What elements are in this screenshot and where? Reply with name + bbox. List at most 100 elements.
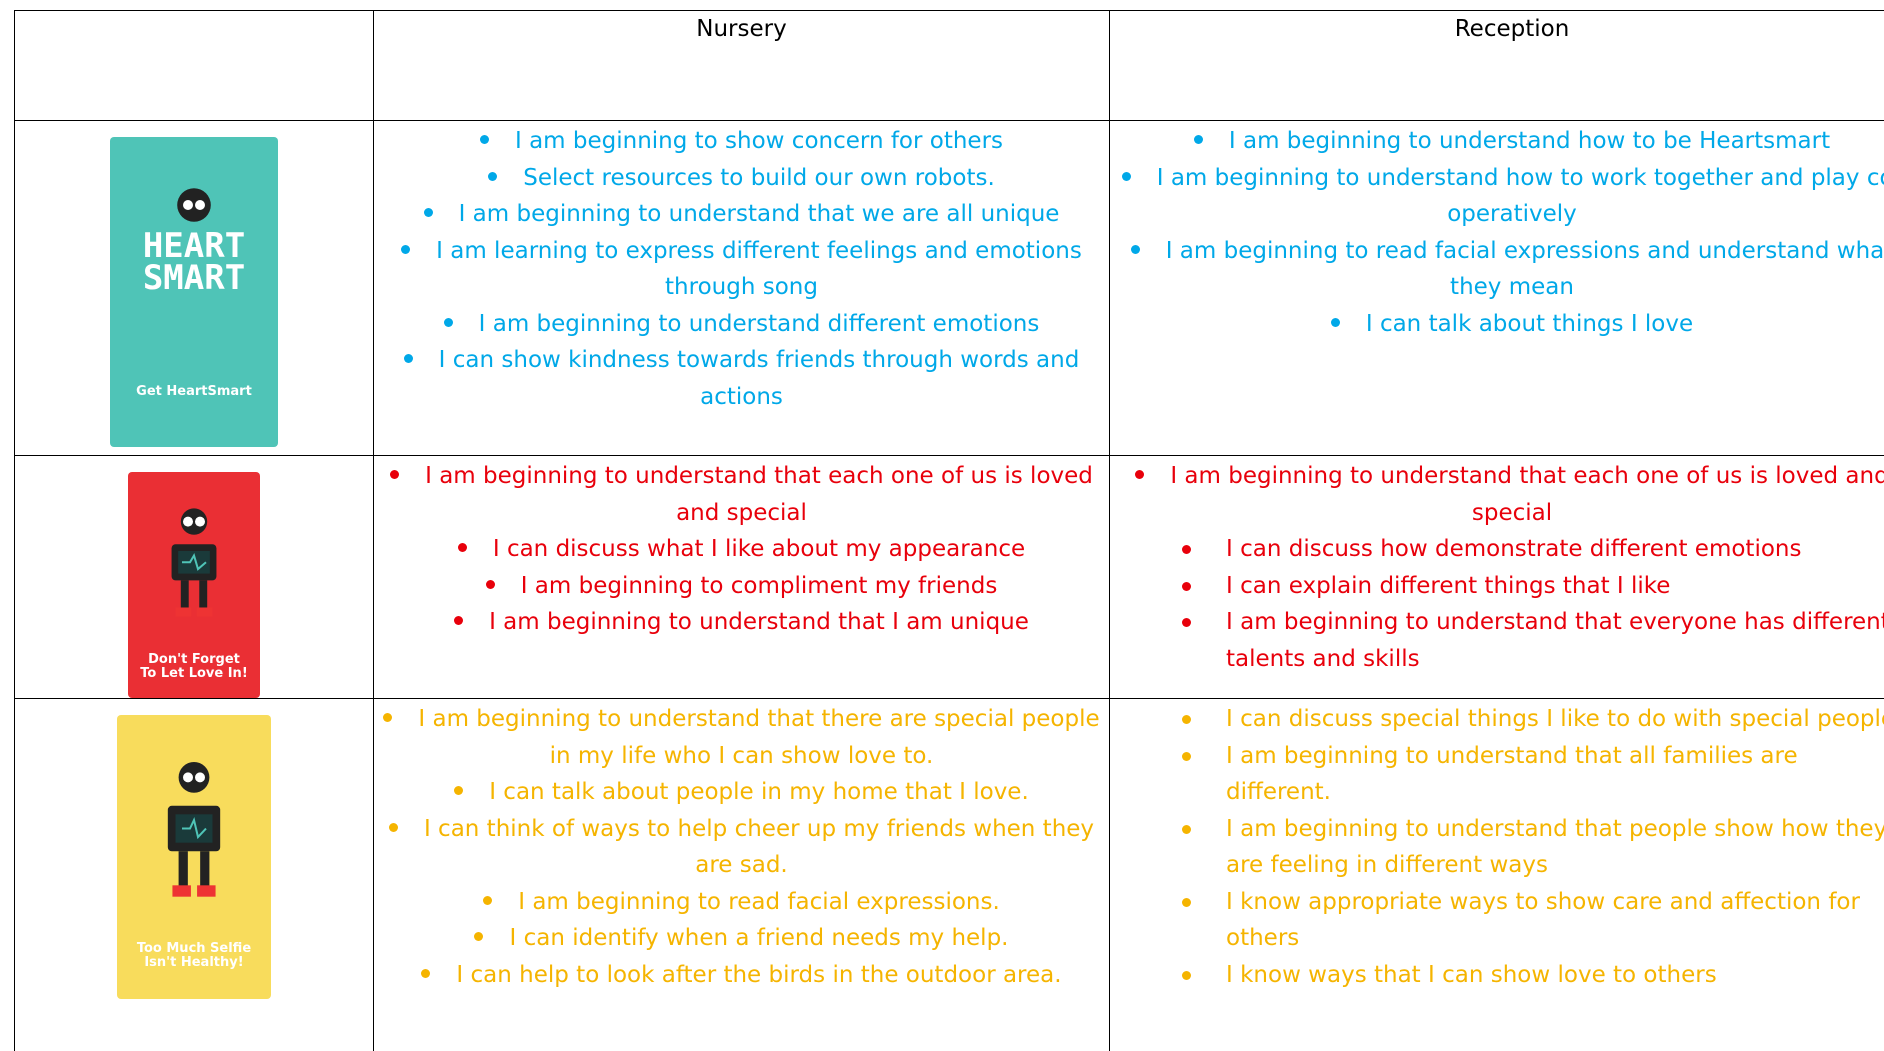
bullet-text: I can talk about people in my home that … [489, 779, 1029, 805]
card-image: HEART SMART Get HeartSmart [110, 137, 278, 447]
bullet-list: I am beginning to understand how to be H… [1110, 123, 1884, 342]
bullet-text: I am beginning to understand that we are… [458, 201, 1060, 227]
content-cell: I am beginning to understand that there … [373, 698, 1110, 1051]
bullet-text: I am beginning to understand different e… [478, 310, 1040, 337]
card-cell: Don't Forget To Let Love In! [14, 455, 374, 699]
bullet-list: I am beginning to understand that each o… [374, 458, 1109, 641]
bullet-item: I know ways that I can show love to othe… [1116, 957, 1884, 994]
bullet [1182, 970, 1191, 980]
logo-line: HEART [142, 226, 246, 266]
table-row: HEART SMART Get HeartSmart I am beginning t… [14, 120, 1884, 456]
bullet [1182, 618, 1191, 627]
content-cell: I am beginning to understand that each o… [1109, 455, 1884, 699]
robot-illustration [171, 508, 217, 617]
bullet-item: I can think of ways to help cheer up my … [380, 811, 1103, 884]
bullet [485, 579, 495, 589]
bullet-item: I can identify when a friend needs my he… [380, 920, 1103, 957]
bullet-text: I can identify when a friend needs my he… [509, 925, 1009, 951]
bullet [1130, 244, 1140, 254]
bullet [443, 317, 453, 327]
bullet-item: I know appropriate ways to show care and… [1116, 884, 1884, 957]
bullet-item: I am beginning to read facial expression… [1116, 233, 1884, 306]
bullet-item: I am beginning to understand that there … [380, 701, 1103, 774]
bullet [423, 208, 433, 217]
bullet-item: I am beginning to understand that each o… [1116, 458, 1884, 531]
bullet [401, 244, 411, 254]
bullet-item: I can talk about people in my home that … [380, 774, 1103, 811]
bullet [1193, 135, 1203, 144]
bullet-text: I am beginning to compliment my friends [520, 572, 998, 599]
bullet [454, 616, 464, 625]
bullet-item: I am beginning to understand how to be H… [1116, 123, 1884, 160]
bullet-text: I am beginning to understand that each o… [425, 463, 1093, 526]
card-cell: HEART SMART Get HeartSmart [14, 120, 374, 456]
content-cell: I am beginning to show concern for other… [373, 120, 1110, 456]
bullet-text: I am beginning to understand that there … [418, 706, 1100, 769]
bullet-list: I can discuss special things I like to d… [1110, 701, 1884, 993]
bullet-item: I am beginning to understand how to work… [1116, 160, 1884, 233]
bullet [390, 470, 400, 479]
card-image: Don't Forget To Let Love In! [128, 472, 260, 698]
table-row: Too Much Selfie Isn't Healthy! I am begin… [14, 698, 1884, 1051]
bullet-item: I can explain different things that I li… [1116, 568, 1884, 605]
bullet-text: I am beginning to read facial expression… [518, 888, 1000, 915]
bullet [474, 932, 484, 941]
bullet-item: I am beginning to understand that people… [1116, 811, 1884, 884]
bullet-item: I can discuss how demonstrate different … [1116, 531, 1884, 568]
bullet-item: I am beginning to understand that I am u… [380, 604, 1103, 641]
bullet-item: I am beginning to understand that all fa… [1116, 738, 1884, 811]
bullet-text: I can show kindness towards friends thro… [438, 347, 1080, 410]
bullet-item: I am beginning to understand that we are… [380, 196, 1103, 233]
bullet [457, 543, 467, 552]
robot-illustration [167, 762, 221, 897]
bullet-item: I can discuss what I like about my appea… [380, 531, 1103, 568]
bullet-text: I am beginning to show concern for other… [514, 128, 1004, 154]
logo-line: SMART [142, 258, 246, 298]
robot-illustration [177, 188, 211, 222]
bullet [1182, 897, 1191, 907]
content-cell: I am beginning to understand how to be H… [1109, 120, 1884, 456]
bullet-text: I am learning to express different feeli… [436, 237, 1082, 301]
bullet-list: I am beginning to understand that each o… [1110, 458, 1884, 677]
bullet [1182, 545, 1191, 554]
bullet-item: I am beginning to show concern for other… [380, 123, 1103, 160]
bullet-item: I am learning to express different feeli… [380, 233, 1103, 306]
bullet-text: I am beginning to understand that people… [1226, 815, 1884, 879]
bullet [383, 713, 393, 722]
card-caption: Too Much Selfie Isn't Healthy! [136, 941, 252, 971]
content-cell: I can discuss special things I like to d… [1109, 698, 1884, 1051]
bullet [1135, 470, 1145, 479]
bullet [388, 822, 398, 832]
bullet-item: Select resources to build our own robots… [380, 160, 1103, 197]
bullet [1182, 751, 1191, 761]
bullet-text: I can discuss what I like about my appea… [492, 536, 1026, 562]
header-cell: Nursery [373, 10, 1110, 121]
bullet-item: I am beginning to understand that each o… [380, 458, 1103, 531]
bullet [488, 171, 498, 181]
bullet-text: I am beginning to read facial expression… [1165, 237, 1884, 301]
bullet-text: I can explain different things that I li… [1226, 572, 1671, 599]
bullet-text: I am beginning to understand how to work… [1156, 164, 1884, 228]
card-logo: HEART SMART [110, 226, 278, 298]
bullet-text: I am beginning to understand that all fa… [1226, 742, 1798, 806]
card-caption: Don't Forget To Let Love In! [140, 651, 248, 681]
bullet-item: I am beginning to compliment my friends [380, 568, 1103, 605]
bullet-text: I can talk about things I love [1365, 310, 1694, 337]
table: Nursery Reception HEART SMART Get HeartSma… [14, 10, 1884, 1051]
card-cell: Too Much Selfie Isn't Healthy! [14, 698, 374, 1051]
bullet-list: I am beginning to understand that there … [374, 701, 1109, 993]
card-image: Too Much Selfie Isn't Healthy! [117, 715, 271, 999]
bullet-item: I am beginning to understand that everyo… [1116, 604, 1884, 677]
bullet-item: I can talk about things I love [1116, 306, 1884, 343]
bullet-text: I can think of ways to help cheer up my … [423, 815, 1095, 879]
bullet-item: I can help to look after the birds in th… [380, 957, 1103, 994]
header-cell: Reception [1109, 10, 1884, 121]
bullet-text: I can discuss special things I like to d… [1226, 706, 1884, 732]
bullet-text: I am beginning to understand how to be H… [1228, 128, 1831, 154]
content-cell: I am beginning to understand that each o… [373, 455, 1110, 699]
bullet [1182, 581, 1191, 591]
bullet-text: Select resources to build our own robots… [523, 164, 995, 191]
bullet [1330, 317, 1340, 327]
